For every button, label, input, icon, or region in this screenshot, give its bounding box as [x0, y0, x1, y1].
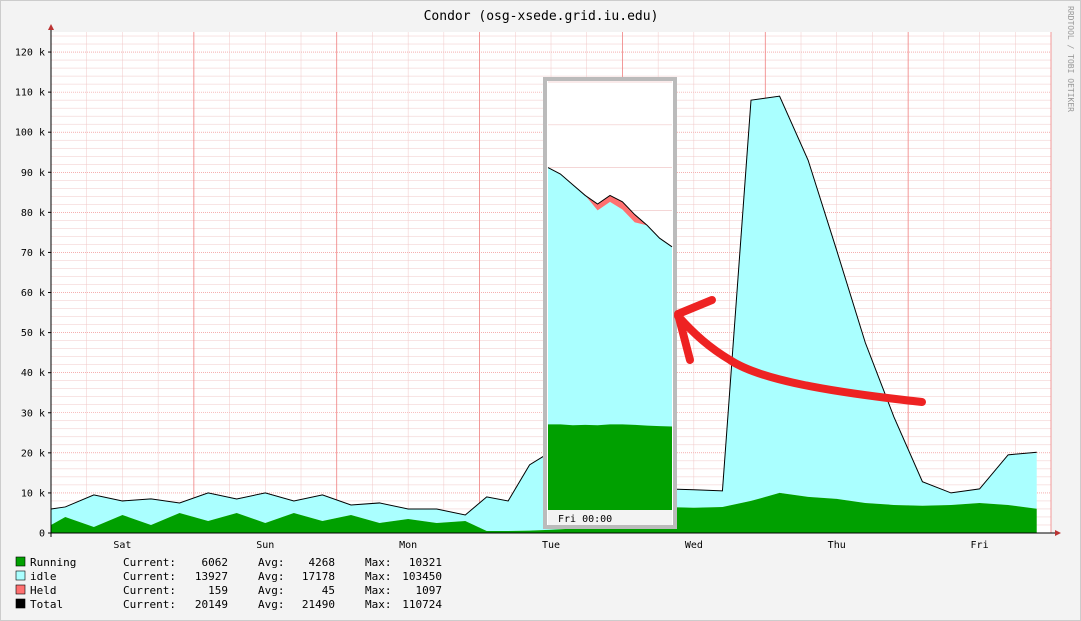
x-tick-label: Sat [113, 540, 131, 551]
inset-area-idle [548, 167, 672, 510]
legend-current-value: 20149 [195, 598, 228, 611]
legend-avg-value: 21490 [302, 598, 335, 611]
legend-avg-label: Avg: [258, 556, 285, 569]
y-tick-label: 50 k [21, 328, 45, 339]
series-area-idle [51, 96, 1037, 531]
y-tick-label: 110 k [15, 88, 45, 99]
inset-area-running [548, 424, 672, 510]
legend-current-value: 13927 [195, 570, 228, 583]
series-area-running [51, 492, 1037, 533]
y-tick-label: 100 k [15, 128, 45, 139]
series-line-total [50, 95, 1037, 516]
legend-current-label: Current: [123, 556, 176, 569]
x-tick-label: Tue [542, 540, 560, 551]
legend-swatch [15, 570, 26, 581]
legend-label: idle [30, 570, 57, 583]
axes [48, 24, 1061, 537]
legend-current-label: Current: [123, 584, 176, 597]
rrdtool-watermark: RRDTOOL / TOBI OETIKER [1066, 6, 1075, 112]
legend-max-label: Max: [365, 584, 392, 597]
legend-swatch [15, 556, 26, 567]
legend-avg-label: Avg: [258, 570, 285, 583]
y-tick-label: 20 k [21, 448, 45, 459]
y-tick-label: 10 k [21, 488, 45, 499]
x-tick-label: Sun [256, 540, 274, 551]
legend-label: Held [30, 584, 57, 597]
y-tick-label: 120 k [15, 48, 45, 59]
y-tick-label: 80 k [21, 208, 45, 219]
y-tick-label: 70 k [21, 248, 45, 259]
y-axis-arrow [48, 24, 54, 30]
legend-max-value: 10321 [409, 556, 442, 569]
legend-avg-value: 17178 [302, 570, 335, 583]
inset-line-total [547, 167, 673, 248]
annotation-arrow-shaft [674, 312, 926, 406]
annotation-arrow-head [674, 296, 716, 364]
inset-axis-strip [548, 510, 672, 525]
legend-max-value: 110724 [402, 598, 442, 611]
zoom-inset: Fri 00:00 [543, 77, 677, 529]
legend-max-label: Max: [365, 598, 392, 611]
y-tick-label: 30 k [21, 408, 45, 419]
x-tick-label: Fri [971, 540, 989, 551]
legend: Running Current: 6062 Avg: 4268 Max: 10321 idle… [15, 556, 443, 611]
annotation-arrow [674, 296, 926, 406]
chart-title: Condor (osg-xsede.grid.iu.edu) [424, 9, 659, 24]
x-tick-label: Wed [685, 540, 703, 551]
legend-avg-value: 4268 [309, 556, 336, 569]
legend-swatch [15, 584, 26, 595]
y-tick-label: 0 [39, 529, 45, 540]
series-areas [50, 95, 1037, 533]
x-tick-label: Thu [828, 540, 846, 551]
legend-avg-value: 45 [322, 584, 335, 597]
legend-max-value: 103450 [402, 570, 442, 583]
y-tick-label: 40 k [21, 368, 45, 379]
legend-current-value: 6062 [202, 556, 229, 569]
legend-avg-label: Avg: [258, 598, 285, 611]
y-tick-label: 90 k [21, 168, 45, 179]
x-tick-label: Mon [399, 540, 417, 551]
legend-current-value: 159 [208, 584, 228, 597]
legend-max-label: Max: [365, 570, 392, 583]
y-tick-label: 60 k [21, 288, 45, 299]
x-axis-arrow [1055, 530, 1061, 536]
legend-avg-label: Avg: [258, 584, 285, 597]
x-tick-labels: Sat Sun Mon Tue Wed Thu Fri [113, 540, 988, 551]
inset-tick-label: Fri 00:00 [558, 514, 612, 525]
legend-current-label: Current: [123, 598, 176, 611]
legend-current-label: Current: [123, 570, 176, 583]
legend-label: Running [30, 556, 76, 569]
legend-label: Total [30, 598, 63, 611]
legend-max-value: 1097 [416, 584, 443, 597]
legend-swatch [15, 598, 26, 609]
legend-max-label: Max: [365, 556, 392, 569]
y-tick-labels: 0 10 k 20 k 30 k 40 k 50 k 60 k 70 k 80 k 90 k 100… [15, 48, 51, 540]
